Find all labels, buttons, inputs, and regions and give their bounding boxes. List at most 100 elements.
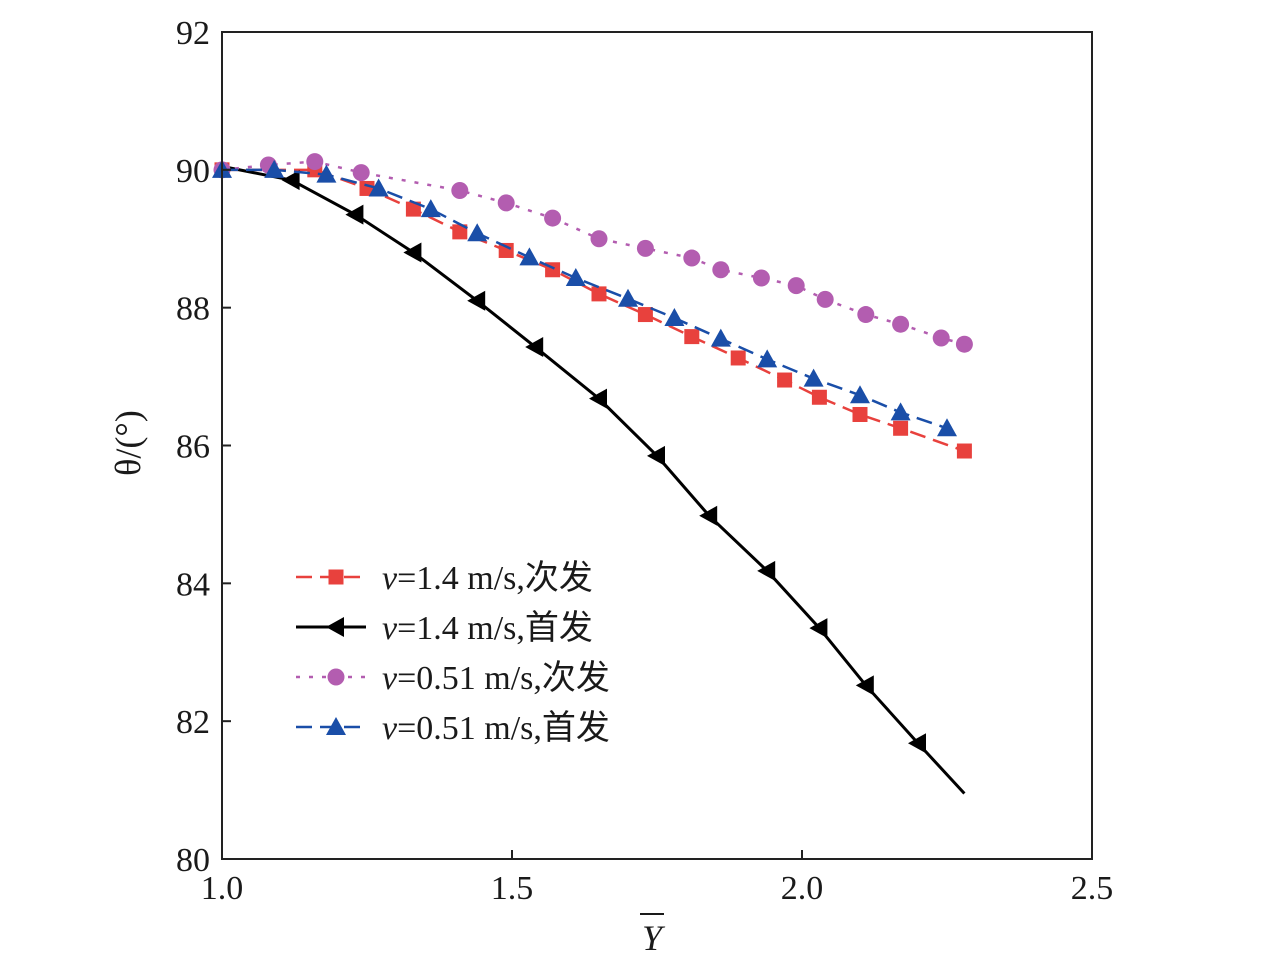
data-point (893, 420, 909, 436)
series-2 (213, 153, 973, 353)
data-point (757, 560, 776, 581)
series-1 (221, 164, 966, 795)
data-point (757, 349, 778, 368)
plot-area (212, 153, 973, 795)
data-point (519, 247, 540, 266)
legend-label-text: =0.51 m/s,次发 (397, 659, 610, 697)
x-axis: 1.0 1.5 2.0 2.5 (201, 850, 1114, 907)
legend-label-text: =1.4 m/s,次发 (397, 559, 593, 597)
legend-label-variable: v (382, 660, 398, 697)
legend-item: v=1.4 m/s,首发 (296, 609, 593, 647)
data-point (857, 306, 875, 324)
data-point (264, 159, 285, 178)
y-tick-label: 90 (176, 153, 210, 190)
legend-label-variable: v (382, 560, 398, 597)
data-point (855, 675, 874, 696)
data-point (803, 368, 824, 387)
x-axis-title: Y (640, 913, 666, 957)
data-point (637, 307, 653, 323)
data-point (452, 224, 468, 240)
data-point (359, 180, 375, 196)
data-point (368, 178, 389, 197)
data-point (811, 389, 827, 405)
y-tick-label: 82 (176, 704, 210, 741)
data-point (664, 308, 685, 327)
legend-item: v=0.51 m/s,首发 (296, 709, 610, 747)
data-point (467, 290, 486, 311)
data-point (955, 335, 973, 353)
data-point (684, 329, 700, 345)
data-point (647, 445, 665, 466)
x-tick-label: 1.0 (201, 870, 244, 907)
data-point (712, 261, 730, 279)
data-point (710, 328, 731, 347)
data-point (306, 153, 324, 171)
data-point (777, 372, 793, 388)
legend-label: v=1.4 m/s,次发 (382, 559, 593, 597)
data-point (591, 286, 607, 302)
legend: v=1.4 m/s,次发v=1.4 m/s,首发v=0.51 m/s,次发v=0… (296, 559, 610, 747)
x-axis-label: Y (642, 918, 666, 957)
x-tick-label: 2.5 (1071, 870, 1114, 907)
series-line (222, 168, 965, 453)
data-point (565, 268, 586, 287)
data-point (752, 269, 770, 287)
legend-item: v=0.51 m/s,次发 (296, 659, 610, 697)
legend-label-variable: v (382, 610, 398, 647)
data-point (352, 164, 370, 182)
data-point (956, 443, 972, 459)
data-point (890, 402, 911, 421)
data-point (852, 406, 868, 422)
data-point (316, 164, 337, 183)
series-line (222, 168, 948, 430)
data-point (809, 618, 828, 639)
legend-label-text: =1.4 m/s,首发 (397, 609, 593, 647)
legend-marker (328, 569, 344, 585)
data-point (683, 249, 701, 267)
data-point (850, 385, 870, 404)
legend-label: v=1.4 m/s,首发 (382, 609, 593, 647)
data-point (467, 223, 488, 242)
y-tick-label: 92 (176, 15, 210, 52)
data-point (787, 277, 805, 295)
data-point (281, 170, 300, 191)
data-point (636, 239, 654, 257)
series-line (221, 160, 965, 346)
x-tick-label: 1.5 (491, 870, 534, 907)
series-0 (214, 162, 972, 459)
data-point (730, 350, 746, 366)
series-line (221, 164, 966, 795)
data-point (498, 242, 514, 258)
data-point (405, 201, 421, 217)
y-tick-label: 80 (176, 842, 210, 879)
y-axis-label: θ/(°) (108, 410, 148, 476)
data-point (525, 336, 544, 357)
data-point (403, 242, 422, 263)
data-point (908, 733, 926, 754)
data-point (451, 182, 469, 200)
data-point (937, 418, 957, 437)
data-point (699, 505, 718, 526)
data-point (618, 288, 638, 307)
data-point (420, 199, 441, 218)
x-tick-label: 2.0 (781, 870, 824, 907)
series-3 (212, 159, 957, 437)
legend-marker (327, 668, 345, 686)
legend-label: v=0.51 m/s,首发 (382, 709, 610, 747)
data-point (590, 230, 608, 248)
data-point (544, 209, 562, 227)
data-point (932, 329, 950, 347)
legend-label-variable: v (382, 710, 398, 747)
legend-label: v=0.51 m/s,次发 (382, 659, 610, 697)
data-point (589, 388, 607, 409)
legend-marker (326, 717, 346, 735)
legend-item: v=1.4 m/s,次发 (296, 559, 593, 597)
data-point (345, 204, 364, 225)
y-axis: 80 82 84 86 88 90 92 (176, 15, 231, 879)
legend-label-text: =0.51 m/s,首发 (397, 709, 610, 747)
data-point (816, 290, 834, 308)
legend-marker (326, 617, 344, 637)
y-tick-label: 86 (176, 429, 210, 466)
data-point (497, 194, 515, 212)
